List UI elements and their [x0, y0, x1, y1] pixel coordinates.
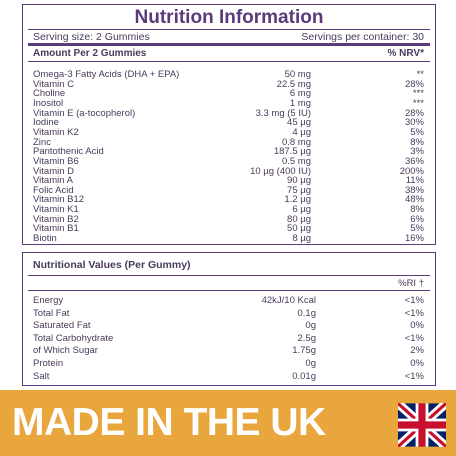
nutrient-name: Vitamin B12 — [33, 194, 85, 206]
nutrient-amount: 1.2 µg — [284, 194, 311, 206]
nutrient-name: Omega-3 Fatty Acids (DHA + EPA) — [33, 69, 180, 80]
value-name: Protein — [33, 358, 64, 369]
rule — [28, 290, 430, 291]
value-ri: <1% — [404, 295, 424, 306]
nutrient-nrv: 8% — [410, 136, 424, 148]
nutrient-amount: 10 µg (400 IU) — [250, 165, 311, 177]
nutrient-nrv: 5% — [410, 223, 424, 235]
value-name: of Which Sugar — [33, 345, 98, 357]
values-header: %RI † — [398, 278, 424, 289]
nutrition-box — [22, 4, 436, 245]
value-ri: <1% — [404, 307, 424, 319]
nutrient-name: Vitamin K2 — [33, 126, 79, 138]
nutrient-name: Vitamin C — [33, 78, 75, 90]
value-amount: 2.5g — [297, 332, 317, 344]
rule — [28, 275, 430, 276]
rule — [28, 43, 430, 46]
nutrient-name: Pantothenic Acid — [33, 146, 104, 158]
rule — [28, 29, 430, 30]
nutrient-amount: 3.3 mg (5 IU) — [255, 107, 311, 119]
value-amount: 0g — [305, 358, 316, 369]
value-name: Total Fat — [33, 307, 70, 319]
nutrient-nrv: 5% — [410, 126, 424, 138]
nutrient-name: Vitamin B1 — [33, 223, 79, 235]
nutrient-amount: 80 µg — [287, 213, 311, 225]
nutrient-nrv: 200% — [399, 165, 424, 177]
nutrient-name: Vitamin A — [33, 175, 73, 187]
value-amount: 0g — [305, 320, 316, 332]
values-box — [22, 252, 436, 386]
nutrient-name: Zinc — [33, 136, 51, 148]
nutrient-amount: 6 mg — [289, 88, 311, 100]
nutrient-name: Vitamin B2 — [33, 213, 79, 225]
nutrient-amount: 22.5 mg — [276, 78, 311, 90]
nutrient-nrv: 38% — [404, 184, 424, 196]
nutrient-name: Vitamin D — [33, 165, 75, 177]
nutrient-name: Choline — [33, 88, 66, 100]
nutrient-name: Vitamin K1 — [33, 204, 79, 216]
nutrient-nrv: 48% — [404, 194, 424, 206]
value-amount: 42kJ/10 Kcal — [261, 295, 316, 306]
servings-per-container: Servings per container: 30 — [301, 31, 424, 43]
nutrient-nrv: 30% — [404, 117, 424, 129]
uk-flag — [398, 403, 446, 447]
value-ri: 0% — [410, 358, 424, 369]
value-ri: 2% — [410, 345, 424, 357]
nutrient-name: Biotin — [33, 233, 57, 245]
nutrient-amount: 0.8 mg — [281, 136, 311, 148]
nutrient-nrv: 28% — [404, 107, 424, 119]
values-title: Nutritional Values (Per Gummy) — [33, 259, 191, 271]
value-name: Salt — [33, 370, 50, 382]
nutrient-nrv: 16% — [404, 233, 424, 245]
banner — [0, 390, 456, 456]
nutrient-amount: 4 µg — [292, 126, 311, 138]
nutrient-nrv: ** — [416, 69, 424, 80]
nutrient-name: Vitamin B6 — [33, 155, 79, 167]
nutrient-amount: 90 µg — [287, 175, 311, 187]
nutrient-nrv: *** — [412, 88, 424, 100]
value-amount: 0.1g — [297, 307, 317, 319]
table-header: Amount Per 2 Gummies — [33, 48, 147, 59]
title: Nutrition Information — [134, 7, 324, 28]
nutrient-nrv: 8% — [410, 204, 424, 216]
nutrient-amount: 50 µg — [287, 223, 311, 235]
nutrient-nrv: 28% — [404, 78, 424, 90]
nutrient-nrv: 11% — [405, 175, 424, 187]
banner-text: MADE IN THE UK — [12, 401, 326, 444]
nutrient-nrv: 36% — [404, 155, 424, 167]
nutrient-amount: 0.5 mg — [281, 155, 311, 167]
nutrient-name: Folic Acid — [33, 184, 74, 196]
nutrient-nrv: *** — [412, 97, 424, 109]
nutrient-amount: 50 mg — [284, 69, 311, 80]
value-ri: <1% — [404, 370, 424, 382]
nutrient-amount: 187.5 µg — [273, 146, 311, 158]
value-name: Saturated Fat — [33, 320, 91, 332]
nutrient-name: Vitamin E (a-tocopherol) — [33, 107, 136, 119]
table-header: % NRV* — [387, 48, 425, 59]
value-ri: <1% — [404, 332, 424, 344]
nutrient-name: Iodine — [33, 117, 59, 129]
value-name: Total Carbohydrate — [33, 332, 114, 344]
nutrient-nrv: 3% — [410, 146, 424, 158]
value-ri: 0% — [410, 320, 424, 332]
nutrient-nrv: 6% — [410, 213, 424, 225]
rule — [28, 61, 430, 62]
nutrient-name: Inositol — [33, 97, 64, 109]
nutrient-amount: 8 µg — [292, 233, 311, 245]
nutrient-amount: 1 mg — [289, 97, 311, 109]
nutrient-amount: 45 µg — [287, 117, 311, 129]
value-amount: 0.01g — [292, 370, 316, 382]
nutrient-amount: 6 µg — [292, 204, 311, 216]
serving-size: Serving size: 2 Gummies — [33, 31, 150, 43]
value-amount: 1.75g — [292, 345, 316, 357]
value-name: Energy — [33, 295, 64, 306]
nutrient-amount: 75 µg — [287, 184, 311, 196]
